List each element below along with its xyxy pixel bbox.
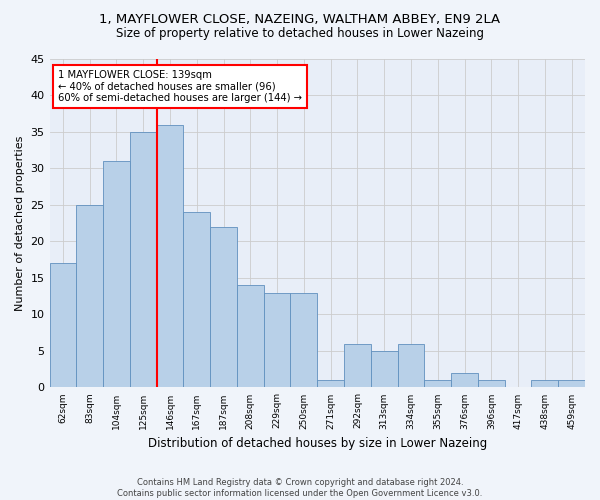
Bar <box>290 292 317 388</box>
Bar <box>184 212 210 388</box>
Bar <box>451 373 478 388</box>
Bar <box>532 380 558 388</box>
Bar <box>398 344 424 388</box>
X-axis label: Distribution of detached houses by size in Lower Nazeing: Distribution of detached houses by size … <box>148 437 487 450</box>
Bar <box>210 227 237 388</box>
Text: Size of property relative to detached houses in Lower Nazeing: Size of property relative to detached ho… <box>116 28 484 40</box>
Y-axis label: Number of detached properties: Number of detached properties <box>15 136 25 311</box>
Bar <box>130 132 157 388</box>
Bar <box>103 161 130 388</box>
Bar <box>478 380 505 388</box>
Text: 1 MAYFLOWER CLOSE: 139sqm
← 40% of detached houses are smaller (96)
60% of semi-: 1 MAYFLOWER CLOSE: 139sqm ← 40% of detac… <box>58 70 302 103</box>
Bar <box>371 351 398 388</box>
Bar <box>237 286 264 388</box>
Bar <box>317 380 344 388</box>
Text: Contains HM Land Registry data © Crown copyright and database right 2024.
Contai: Contains HM Land Registry data © Crown c… <box>118 478 482 498</box>
Bar <box>424 380 451 388</box>
Bar <box>50 264 76 388</box>
Bar <box>344 344 371 388</box>
Bar <box>264 292 290 388</box>
Bar <box>76 205 103 388</box>
Bar <box>157 124 184 388</box>
Text: 1, MAYFLOWER CLOSE, NAZEING, WALTHAM ABBEY, EN9 2LA: 1, MAYFLOWER CLOSE, NAZEING, WALTHAM ABB… <box>100 12 500 26</box>
Bar <box>558 380 585 388</box>
